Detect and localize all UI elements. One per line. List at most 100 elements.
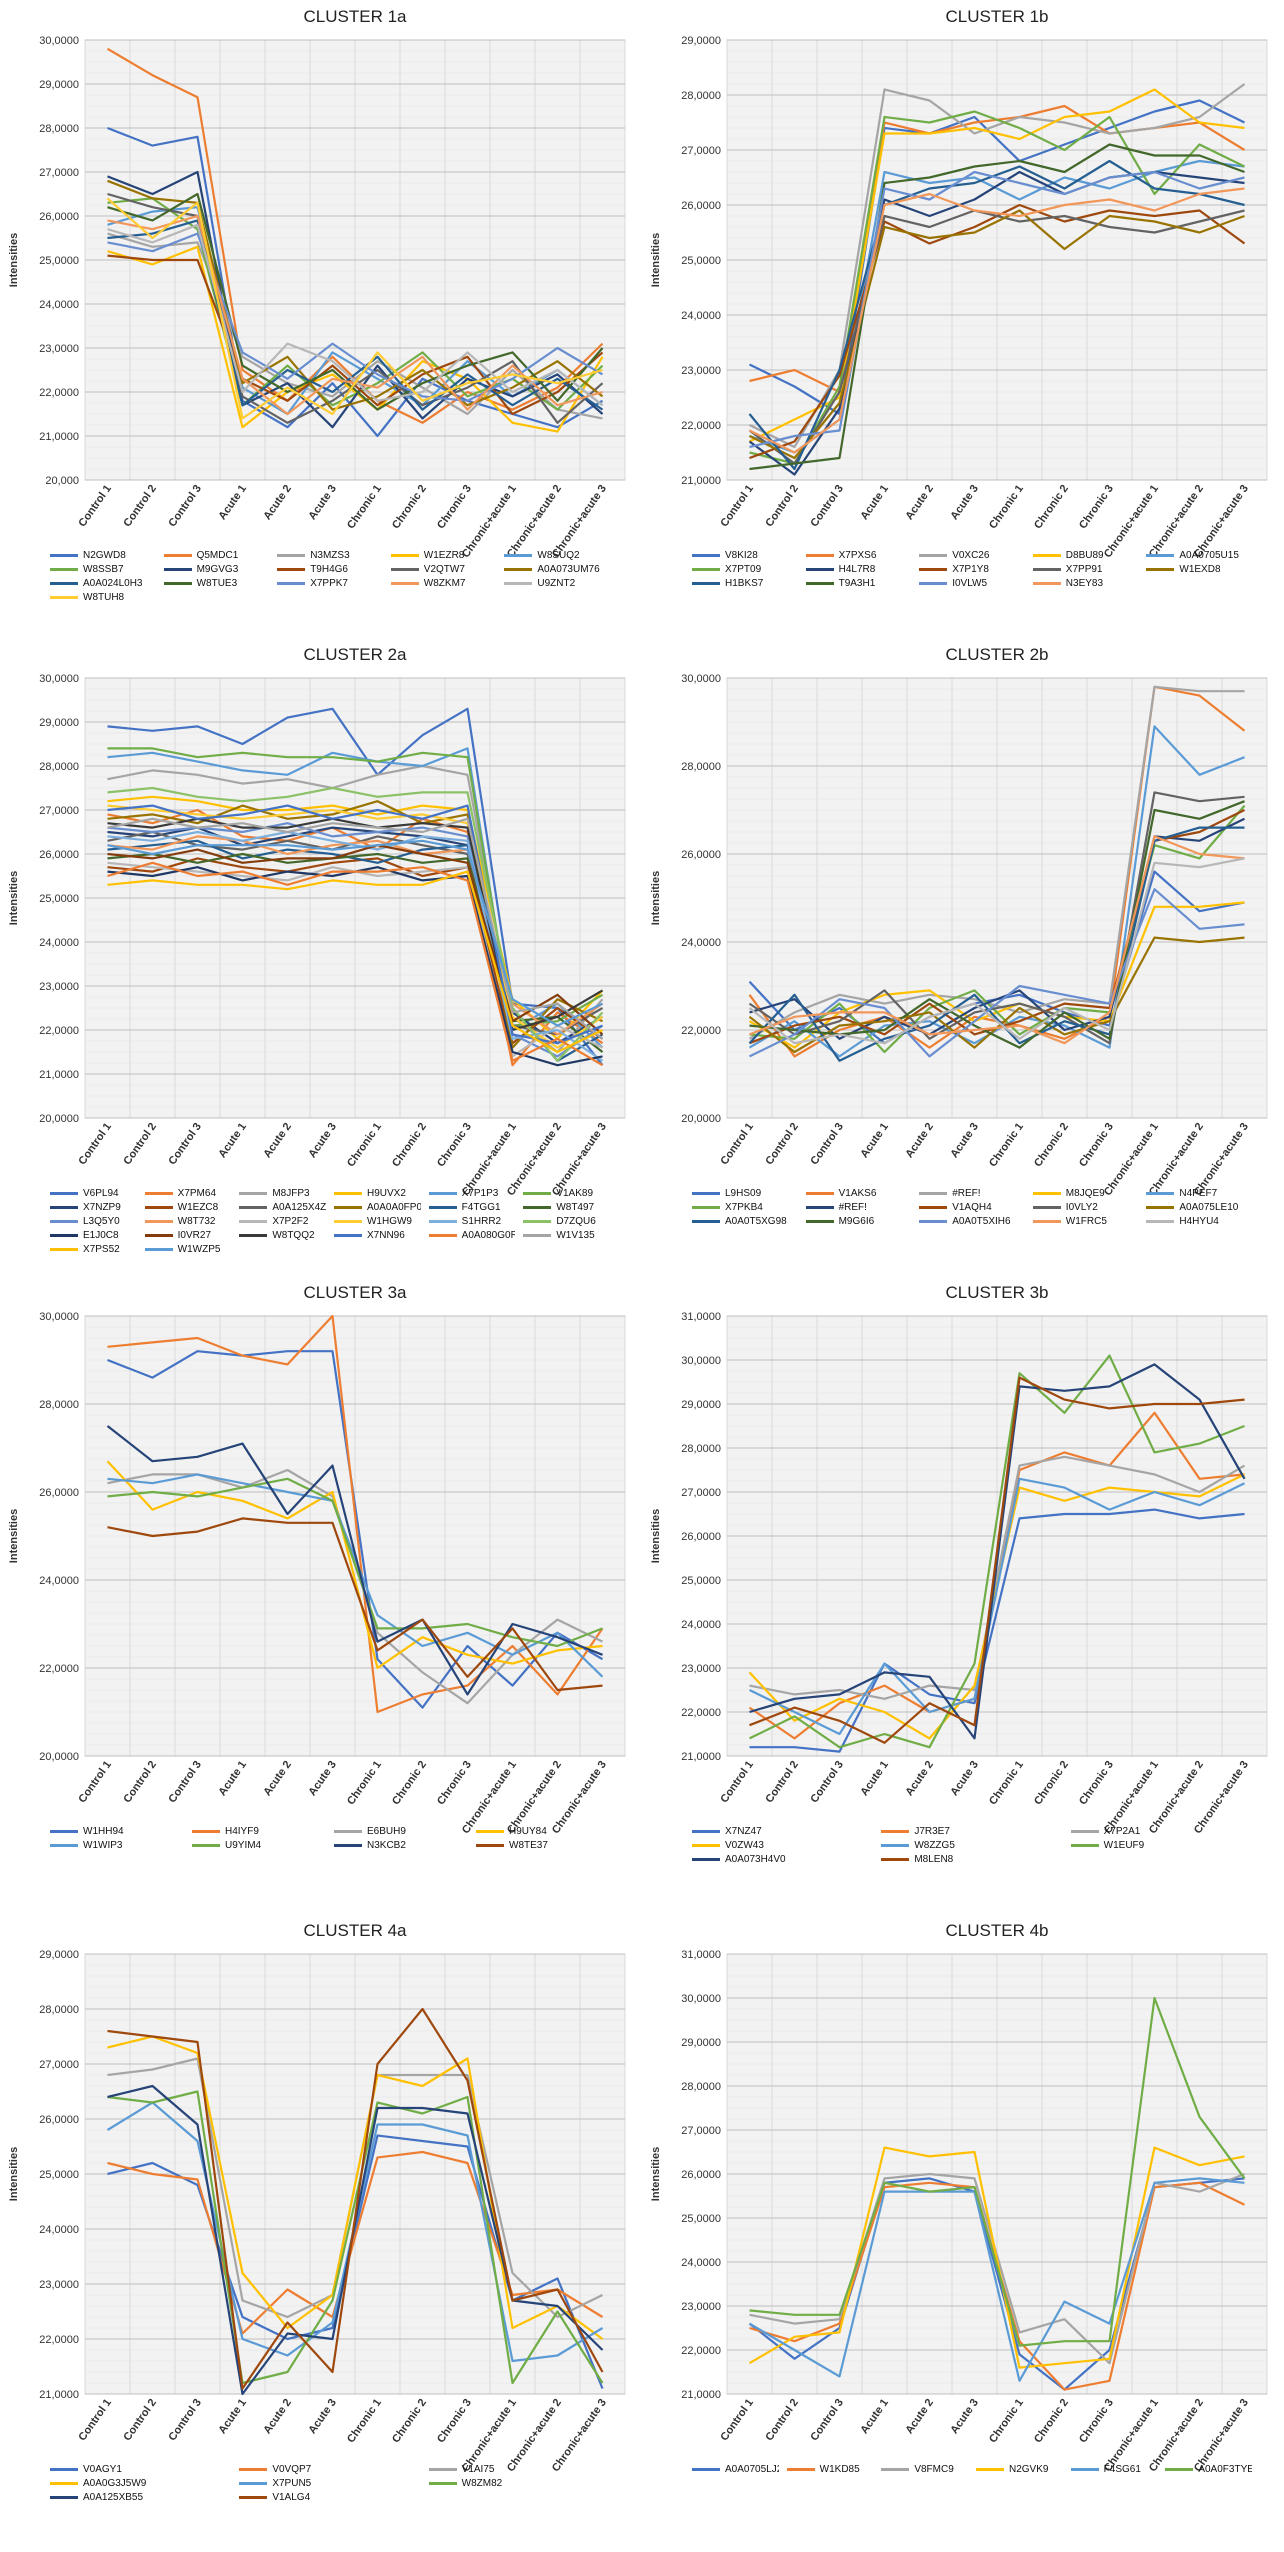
legend-item: N4PEF7 <box>1146 1186 1252 1200</box>
y-tick-label: 21,0000 <box>39 2389 79 2401</box>
legend-swatch <box>523 1205 552 1209</box>
legend-label: V1AK89 <box>556 1187 594 1199</box>
legend-swatch <box>50 1219 78 1223</box>
x-tick-label: Acute 3 <box>306 1121 339 1160</box>
y-tick-label: 25,0000 <box>681 255 721 267</box>
x-tick-label: Control 2 <box>763 1759 801 1805</box>
x-tick-label: Acute 2 <box>903 483 936 522</box>
legend-item: W1V135 <box>523 1228 610 1242</box>
series-line-T9A3H1 <box>749 143 1245 471</box>
series-line-X7PP91 <box>748 209 1245 465</box>
series-line-W1FRC5 <box>749 835 1245 1045</box>
legend-item: H4IYF9 <box>192 1824 326 1838</box>
y-tick-label: 27,0000 <box>681 145 721 157</box>
y-tick-label: 29,0000 <box>39 717 79 729</box>
y-tick-label: 22,0000 <box>39 387 79 399</box>
y-tick-label: 21,0000 <box>39 1069 79 1081</box>
legend-item: W1WZP5 <box>144 1242 232 1256</box>
legend-label: W1EZC8 <box>177 1201 219 1213</box>
legend-swatch <box>805 1191 834 1195</box>
legend-swatch <box>919 1191 948 1195</box>
y-tick-label: 23,0000 <box>39 981 79 993</box>
legend-swatch <box>692 553 720 557</box>
series-line-V1AK89 <box>107 747 604 1027</box>
legend-item: A0A125X4Z9 <box>239 1200 326 1214</box>
legend-label: V0VQP7 <box>272 2463 312 2475</box>
legend-label: M8LEN8 <box>914 1853 954 1865</box>
x-tick-label: Control 1 <box>76 1121 114 1167</box>
legend-item: A0A125XB55 <box>50 2490 231 2504</box>
legend-label: X7PUN5 <box>272 2477 312 2489</box>
legend-label: I0VR27 <box>177 1229 212 1241</box>
legend-label: J7R3E7 <box>914 1825 950 1837</box>
legend-label: A0A0705LJ2 <box>725 2463 779 2475</box>
legend-item: V1ALG4 <box>239 2490 420 2504</box>
legend-item: A0A024L0H3 <box>50 576 156 590</box>
legend-label: V1AKS6 <box>838 1187 877 1199</box>
legend-label: H1BKS7 <box>725 577 764 589</box>
legend-label: T9A3H1 <box>838 577 876 589</box>
x-tick-label: Chronic 3 <box>435 1759 474 1807</box>
series-line-N3KCB2 <box>106 1425 603 1696</box>
legend-item: #REF! <box>805 1200 912 1214</box>
chart-title: CLUSTER 4a <box>304 1921 408 1940</box>
series-line-W8T732 <box>107 835 604 1036</box>
legend-swatch <box>919 567 948 571</box>
legend-item: X7PKB4 <box>692 1200 798 1214</box>
y-tick-label: 20,000 <box>45 475 79 487</box>
legend-item: I0VLY2 <box>1032 1200 1139 1214</box>
x-tick-label: Chronic 2 <box>390 1759 429 1807</box>
legend-swatch <box>523 1233 552 1237</box>
legend-item: X7PP91 <box>1032 562 1139 576</box>
legend-label: V0AGY1 <box>83 2463 122 2475</box>
y-tick-label: 23,0000 <box>39 2279 79 2291</box>
legend-swatch <box>805 567 834 571</box>
legend-item: H4HYU4 <box>1146 1214 1252 1228</box>
y-tick-label: 26,0000 <box>39 1487 79 1499</box>
legend-swatch <box>523 1191 552 1195</box>
chart-legend: W1HH94 H4IYF9 E6BUH9 H9UY84 W1WIP3 U9YIM4 N3KC… <box>50 1824 610 1852</box>
legend-item: W8SSB7 <box>50 562 156 576</box>
legend-swatch <box>334 1843 362 1847</box>
legend-swatch <box>692 1219 720 1223</box>
series-line-A0A0G3J5W9 <box>107 2035 604 2340</box>
legend-swatch <box>144 1191 173 1195</box>
x-tick-label: Acute 2 <box>261 483 294 522</box>
legend-label: X7PT09 <box>725 563 762 575</box>
series-line-A0A073UM76 <box>107 179 604 411</box>
chart-panel-5: CLUSTER 3a 20,0000 22,0000 24,0000 26,0000 28… <box>0 1276 642 1914</box>
legend-swatch <box>428 2467 457 2471</box>
series-line-W8TE37 <box>107 1517 603 1692</box>
legend-swatch <box>692 567 720 571</box>
legend-swatch <box>692 1829 720 1833</box>
legend-swatch <box>881 1829 910 1833</box>
legend-swatch <box>805 1219 834 1223</box>
y-tick-label: 22,0000 <box>681 1025 721 1037</box>
series-line-W8TQQ2 <box>107 817 604 1032</box>
legend-swatch <box>1032 1205 1061 1209</box>
chart-title: CLUSTER 1a <box>304 7 408 26</box>
x-tick-label: Acute 3 <box>306 1759 339 1798</box>
legend-label: H4L7R8 <box>838 563 876 575</box>
legend-label: #REF! <box>838 1201 867 1213</box>
legend-item: M8LEN8 <box>881 1852 1062 1866</box>
legend-label: V2QTW7 <box>423 563 465 575</box>
legend-label: #REF! <box>952 1187 981 1199</box>
legend-label: W8T732 <box>177 1215 216 1227</box>
series-line-#REF! <box>749 817 1245 1040</box>
legend-item: V0XC26 <box>919 548 1025 562</box>
legend-swatch <box>881 1843 910 1847</box>
legend-item: W1KD85 <box>786 2462 874 2476</box>
legend-item: A0A0T5XG98 <box>692 1214 798 1228</box>
legend-item: A0A0G3J5W9 <box>50 2476 231 2490</box>
y-tick-label: 29,0000 <box>681 2037 721 2049</box>
legend-item: V0AGY1 <box>50 2462 231 2476</box>
x-tick-label: Control 2 <box>121 2397 159 2443</box>
legend-swatch <box>919 553 948 557</box>
y-tick-label: 23,0000 <box>681 365 721 377</box>
x-tick-label: Control 2 <box>121 483 159 529</box>
legend-label: M9GVG3 <box>196 563 239 575</box>
x-tick-label: Acute 2 <box>903 1759 936 1798</box>
y-tick-label: 27,0000 <box>39 805 79 817</box>
x-tick-label: Acute 1 <box>216 1121 249 1160</box>
